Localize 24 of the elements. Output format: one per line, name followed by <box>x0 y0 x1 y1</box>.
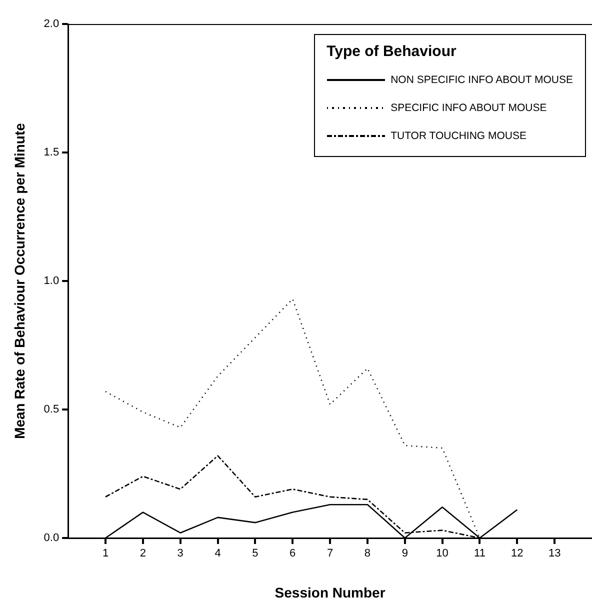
x-tick-label: 8 <box>364 548 371 560</box>
x-axis-title: Session Number <box>274 584 386 600</box>
legend-label: TUTOR TOUCHING MOUSE <box>390 130 527 142</box>
y-tick-label: 1.0 <box>44 275 60 288</box>
x-tick-label: 11 <box>474 548 486 560</box>
y-tick-label: 1.5 <box>44 146 60 159</box>
x-tick-label: 7 <box>326 548 334 560</box>
x-tick-label: 12 <box>511 548 524 560</box>
y-tick-label: 2.0 <box>44 18 60 30</box>
legend-title: Type of Behaviour <box>326 43 458 60</box>
x-tick-label: 9 <box>402 548 408 560</box>
y-tick-label: 0.0 <box>44 532 60 544</box>
y-axis-title: Mean Rate of Behaviour Occurrence per Minute <box>11 122 28 439</box>
x-tick-label: 2 <box>140 548 146 560</box>
x-tick-label: 6 <box>290 548 296 560</box>
x-tick-label: 10 <box>436 548 448 560</box>
legend-label: SPECIFIC INFO ABOUT MOUSE <box>390 102 547 114</box>
x-tick-label: 4 <box>214 548 221 560</box>
x-tick-label: 1 <box>102 548 109 560</box>
x-tick-label: 5 <box>252 548 258 560</box>
legend-label: NON SPECIFIC INFO ABOUT MOUSE <box>390 74 573 86</box>
x-tick-label: 13 <box>548 548 561 560</box>
x-tick-label: 3 <box>177 548 184 560</box>
y-tick-label: 0.5 <box>44 404 60 416</box>
